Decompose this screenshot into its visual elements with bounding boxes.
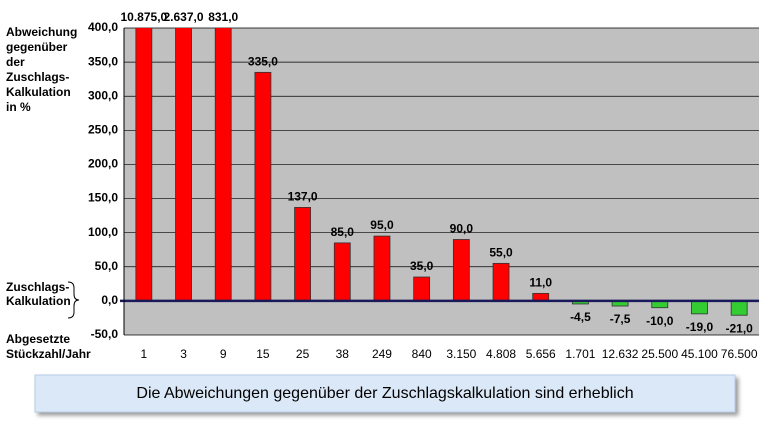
value-label: -4,5 (570, 310, 591, 324)
y-tick-label: 400,0 (88, 20, 118, 34)
x-tick-label: 38 (336, 347, 350, 361)
y-tick-label: 250,0 (88, 123, 118, 137)
bar (691, 300, 708, 315)
bar (294, 207, 311, 302)
y-axis-label: Zuschlags- (6, 70, 69, 84)
y-axis-label: in % (6, 100, 31, 114)
x-tick-label: 12.632 (602, 347, 639, 361)
y-tick-label: 200,0 (88, 157, 118, 171)
y-axis-label: Abweichung (6, 25, 77, 39)
value-label: 137,0 (288, 190, 318, 204)
y-tick-label: 350,0 (88, 54, 118, 68)
y-axis-label: Kalkulation (6, 85, 71, 99)
value-label: 90,0 (450, 222, 474, 236)
x-tick-label: 76.500 (721, 347, 758, 361)
bar (452, 239, 470, 302)
y-tick-label: 150,0 (88, 191, 118, 205)
x-tick-label: 3.150 (446, 347, 476, 361)
value-label: 35,0 (410, 259, 434, 273)
x-axis-label: Stückzahl/Jahr (6, 347, 91, 361)
value-label: -7,5 (610, 312, 631, 326)
footer-text: Die Abweichungen gegenüber der Zuschlags… (136, 385, 633, 402)
x-tick-label: 4.808 (486, 347, 516, 361)
value-label: 11,0 (529, 276, 552, 290)
y-tick-label: 0,0 (101, 293, 118, 307)
zero-annotation: Zuschlags- (6, 280, 69, 294)
value-label: -19,0 (686, 320, 714, 334)
value-label: 55,0 (489, 246, 513, 260)
y-tick-label: 300,0 (88, 88, 118, 102)
y-tick-label: 100,0 (88, 225, 118, 239)
bar (730, 300, 748, 316)
bar (413, 276, 431, 302)
x-axis-label: Abgesetzte (6, 332, 70, 346)
value-label: 831,0 (208, 10, 238, 24)
bar (333, 242, 351, 302)
value-label: 95,0 (370, 218, 394, 232)
zero-annotation: Kalkulation (6, 294, 71, 308)
value-label: 10.875,0 (120, 10, 167, 24)
bar (373, 235, 391, 302)
bar (135, 28, 153, 302)
x-tick-label: 25.500 (641, 347, 678, 361)
brace (67, 281, 80, 319)
value-label: 335,0 (248, 55, 278, 69)
y-tick-label: 50,0 (95, 259, 119, 273)
bar (254, 71, 272, 302)
value-label: -10,0 (646, 314, 674, 328)
y-tick-label: -50,0 (91, 327, 119, 341)
value-label: 2.637,0 (164, 10, 204, 24)
x-tick-label: 5.656 (526, 347, 556, 361)
y-axis-label: gegenüber (6, 40, 68, 54)
x-tick-label: 1.701 (565, 347, 595, 361)
bar (492, 262, 510, 302)
bar (214, 28, 232, 302)
x-tick-label: 840 (412, 347, 432, 361)
value-label: -21,0 (725, 321, 753, 335)
x-tick-label: 1 (141, 347, 148, 361)
x-tick-label: 45.100 (681, 347, 718, 361)
x-tick-label: 9 (220, 347, 227, 361)
y-axis-label: der (6, 55, 25, 69)
x-tick-label: 249 (372, 347, 392, 361)
x-tick-label: 25 (296, 347, 310, 361)
x-tick-label: 15 (256, 347, 270, 361)
x-tick-label: 3 (180, 347, 187, 361)
bar (175, 28, 192, 302)
footer-box (34, 374, 736, 413)
value-label: 85,0 (331, 225, 355, 239)
